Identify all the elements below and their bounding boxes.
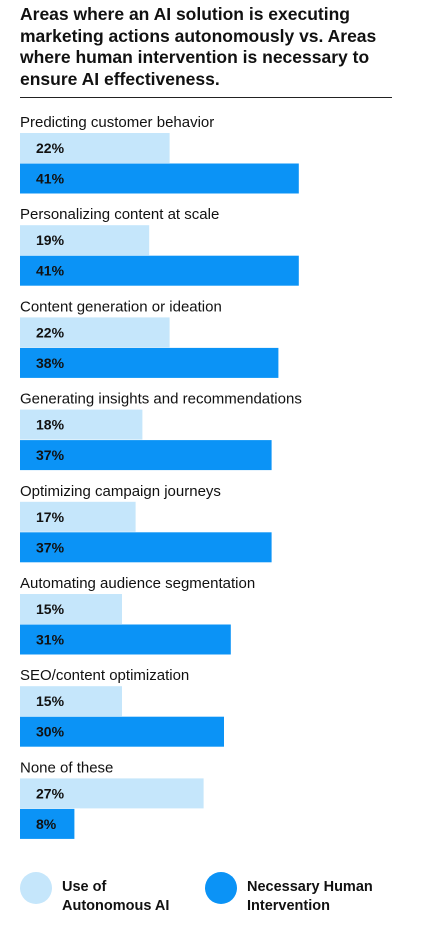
bar-autonomous [20,501,136,532]
category-group: Optimizing campaign journeys 17% 37% [20,483,272,563]
bar-human [20,440,272,471]
bar-value-label-autonomous: 15% [36,601,65,617]
legend-item-human: Necessary Human Intervention [205,870,373,916]
category-group: SEO/content optimization 15% 30% [20,667,224,747]
bar-value-label-human: 30% [36,724,65,740]
bar-value-label-human: 38% [36,355,65,371]
category-label: None of these [20,759,113,776]
bar-value-label-autonomous: 17% [36,509,65,525]
category-label: Automating audience segmentation [20,575,255,592]
bar-human [20,716,224,747]
legend-item-autonomous: Use of Autonomous AI [20,870,169,916]
category-label: Predicting customer behavior [20,114,214,131]
bar-value-label-autonomous: 22% [36,324,65,340]
legend-label-human-line1: Necessary Human [247,879,373,895]
bar-value-label-autonomous: 18% [36,417,65,433]
bar-value-label-autonomous: 22% [36,140,65,156]
category-group: Personalizing content at scale 19% 41% [20,206,299,286]
legend-swatch-autonomous [20,872,52,904]
category-label: Generating insights and recommendations [20,391,302,408]
bar-autonomous [20,225,150,256]
bar-autonomous [20,133,170,163]
category-group: Automating audience segmentation 15% 31% [20,575,255,655]
bar-value-label-autonomous: 15% [36,693,65,709]
bar-human [20,624,231,655]
category-label: Optimizing campaign journeys [20,483,221,500]
bar-autonomous [20,778,204,809]
category-label: Personalizing content at scale [20,206,219,223]
bar-value-label-autonomous: 27% [36,785,65,801]
bar-value-label-autonomous: 19% [36,232,65,248]
bar-autonomous [20,409,143,440]
bar-human [20,808,75,839]
bar-autonomous [20,686,122,717]
category-label: Content generation or ideation [20,298,222,315]
bar-value-label-human: 31% [36,632,65,648]
bar-value-label-human: 8% [36,816,57,832]
bar-autonomous [20,317,170,348]
bar-human [20,532,272,563]
category-group: Content generation or ideation 22% 38% [20,298,279,378]
legend-swatch-human [205,872,237,904]
title-divider [20,97,392,98]
legend-label-human: Necessary Human Intervention [247,878,373,916]
bar-value-label-human: 41% [36,263,65,279]
category-group: Predicting customer behavior 22% 41% [20,114,299,194]
legend-label-human-line2: Intervention [247,898,330,914]
legend-label-autonomous-line2: Autonomous AI [62,898,170,914]
chart-title: Areas where an AI solution is executing … [20,4,377,89]
bar-value-label-human: 37% [36,447,65,463]
category-label: SEO/content optimization [20,667,189,684]
bar-chart: Predicting customer behavior22%41%Person… [20,114,302,839]
bar-human [20,163,299,194]
bar-value-label-human: 37% [36,539,65,555]
bar-human [20,347,279,378]
bar-human [20,255,299,286]
legend: Use of Autonomous AI Necessary Human Int… [0,870,427,930]
category-group: None of these 27% 8% [20,759,204,839]
bar-autonomous [20,594,122,624]
legend-label-autonomous: Use of Autonomous AI [62,878,169,916]
bar-value-label-human: 41% [36,171,65,187]
legend-label-autonomous-line1: Use of [62,879,107,895]
category-group: Generating insights and recommendations 1… [20,391,302,471]
